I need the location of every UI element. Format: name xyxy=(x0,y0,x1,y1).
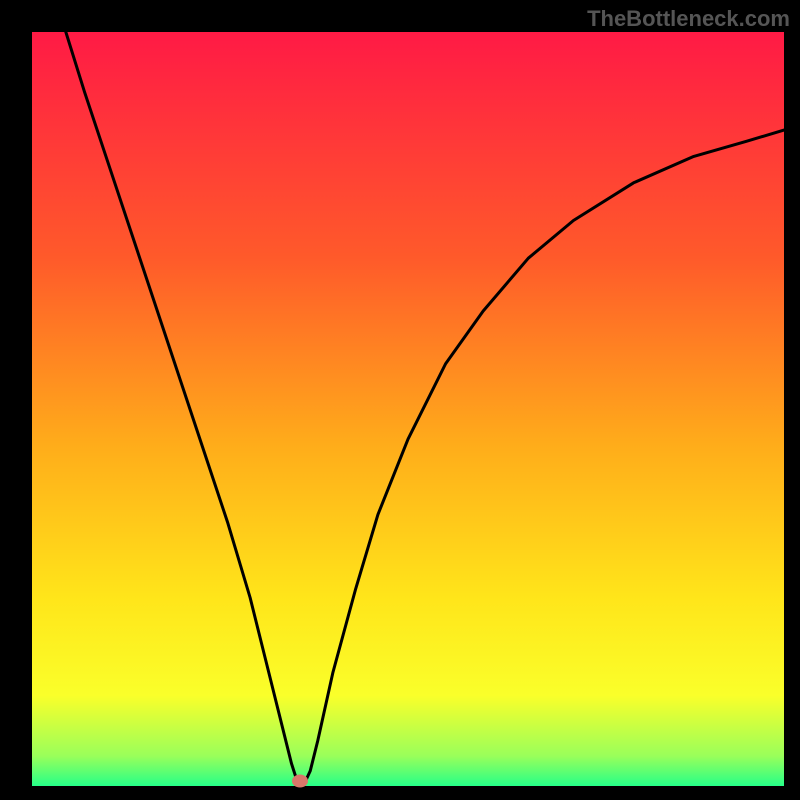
watermark-label: TheBottleneck.com xyxy=(587,6,790,32)
watermark-text: TheBottleneck.com xyxy=(587,6,790,31)
optimal-point-marker xyxy=(292,774,308,787)
plot-gradient-background xyxy=(32,32,784,786)
chart-frame: TheBottleneck.com xyxy=(0,0,800,800)
bottleneck-curve xyxy=(32,32,784,786)
